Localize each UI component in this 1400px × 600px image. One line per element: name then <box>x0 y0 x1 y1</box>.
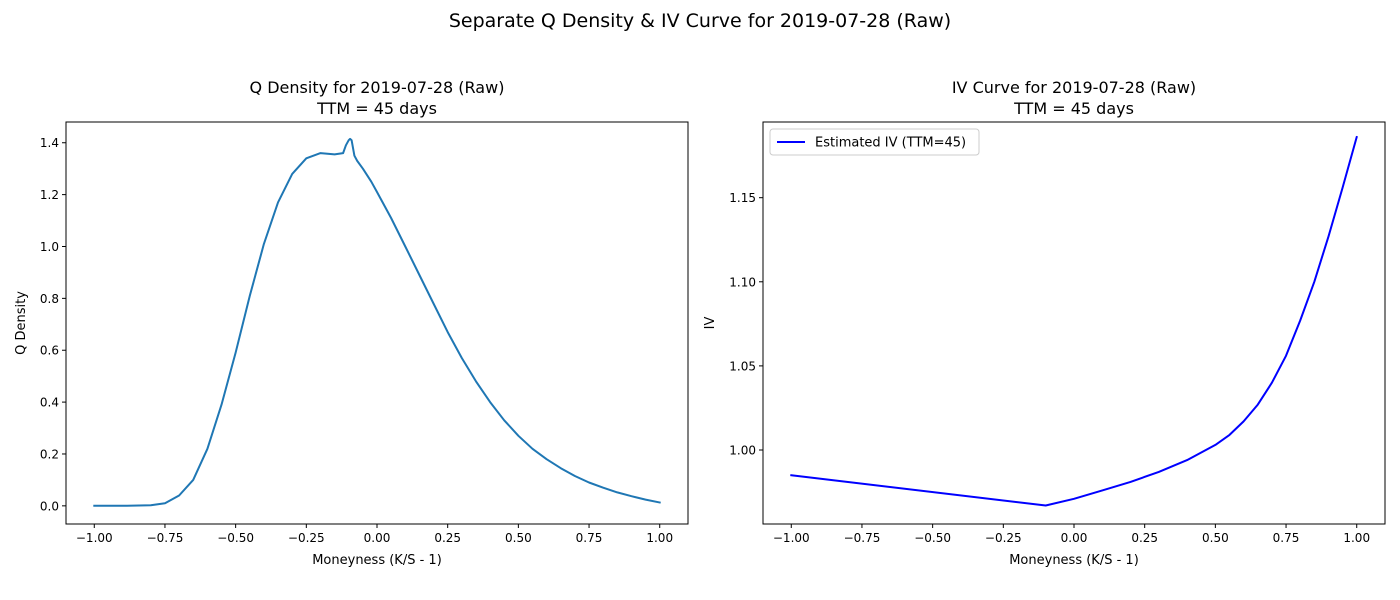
iv-curve-axes: IV Curve for 2019-07-28 (Raw) TTM = 45 d… <box>703 78 1386 568</box>
iv-curve-xlabel: Moneyness (K/S - 1) <box>1009 553 1139 568</box>
figure-suptitle: Separate Q Density & IV Curve for 2019-0… <box>449 10 951 32</box>
q-density-xtick-label: −0.25 <box>288 531 325 545</box>
iv-curve-legend-box <box>769 128 980 156</box>
q-density-ylabel: Q Density <box>14 291 29 355</box>
q-density-ytick-label: 0.2 <box>40 447 59 461</box>
q-density-xtick-label: −0.75 <box>147 531 184 545</box>
q-density-xtick-label: 0.50 <box>505 531 532 545</box>
iv-curve-xtick-label: 0.00 <box>1061 531 1088 545</box>
q-density-ytick-label: 1.2 <box>40 188 59 202</box>
iv-curve-legend: Estimated IV (TTM=45) <box>769 128 980 156</box>
iv-curve-xtick-label: −0.25 <box>985 531 1022 545</box>
q-density-subtitle: TTM = 45 days <box>316 99 437 118</box>
q-density-xtick-label: 1.00 <box>646 531 673 545</box>
q-density-axes: Q Density for 2019-07-28 (Raw) TTM = 45 … <box>14 78 689 568</box>
q-density-xtick-label: 0.00 <box>364 531 391 545</box>
iv-curve-xtick-label: −0.75 <box>844 531 881 545</box>
q-density-ytick-label: 0.8 <box>40 292 59 306</box>
q-density-xtick-label: 0.25 <box>434 531 461 545</box>
iv-curve-xtick-label: −0.50 <box>914 531 951 545</box>
iv-curve-xtick-label: 1.00 <box>1343 531 1370 545</box>
q-density-xtick-label: −0.50 <box>217 531 254 545</box>
q-density-title: Q Density for 2019-07-28 (Raw) <box>250 78 505 97</box>
iv-curve-ytick-label: 1.15 <box>729 191 756 205</box>
iv-curve-frame <box>762 121 1386 525</box>
q-density-ytick-label: 0.0 <box>40 499 59 513</box>
iv-curve-ytick-label: 1.05 <box>729 359 756 373</box>
q-density-ytick-label: 0.6 <box>40 344 59 358</box>
q-density-xlabel: Moneyness (K/S - 1) <box>312 553 442 568</box>
iv-curve-series-line-0 <box>790 135 1358 507</box>
iv-curve-title: IV Curve for 2019-07-28 (Raw) <box>952 78 1196 97</box>
iv-curve-xtick-label: 0.25 <box>1131 531 1158 545</box>
iv-curve-ytick-label: 1.10 <box>729 275 756 289</box>
q-density-xtick-label: −1.00 <box>76 531 113 545</box>
iv-curve-subtitle: TTM = 45 days <box>1013 99 1134 118</box>
q-density-frame <box>65 121 689 525</box>
q-density-ytick-label: 1.4 <box>40 136 59 150</box>
q-density-ytick-label: 1.0 <box>40 240 59 254</box>
iv-curve-ytick-label: 1.00 <box>729 443 756 457</box>
iv-curve-xtick-label: 0.50 <box>1202 531 1229 545</box>
iv-curve-legend-label: Estimated IV (TTM=45) <box>815 136 966 151</box>
iv-curve-xtick-label: 0.75 <box>1273 531 1300 545</box>
q-density-ytick-label: 0.4 <box>40 396 59 410</box>
q-density-xtick-label: 0.75 <box>576 531 603 545</box>
q-density-series-line-0 <box>93 137 661 507</box>
iv-curve-xtick-label: −1.00 <box>773 531 810 545</box>
iv-curve-ylabel: IV <box>703 317 718 330</box>
